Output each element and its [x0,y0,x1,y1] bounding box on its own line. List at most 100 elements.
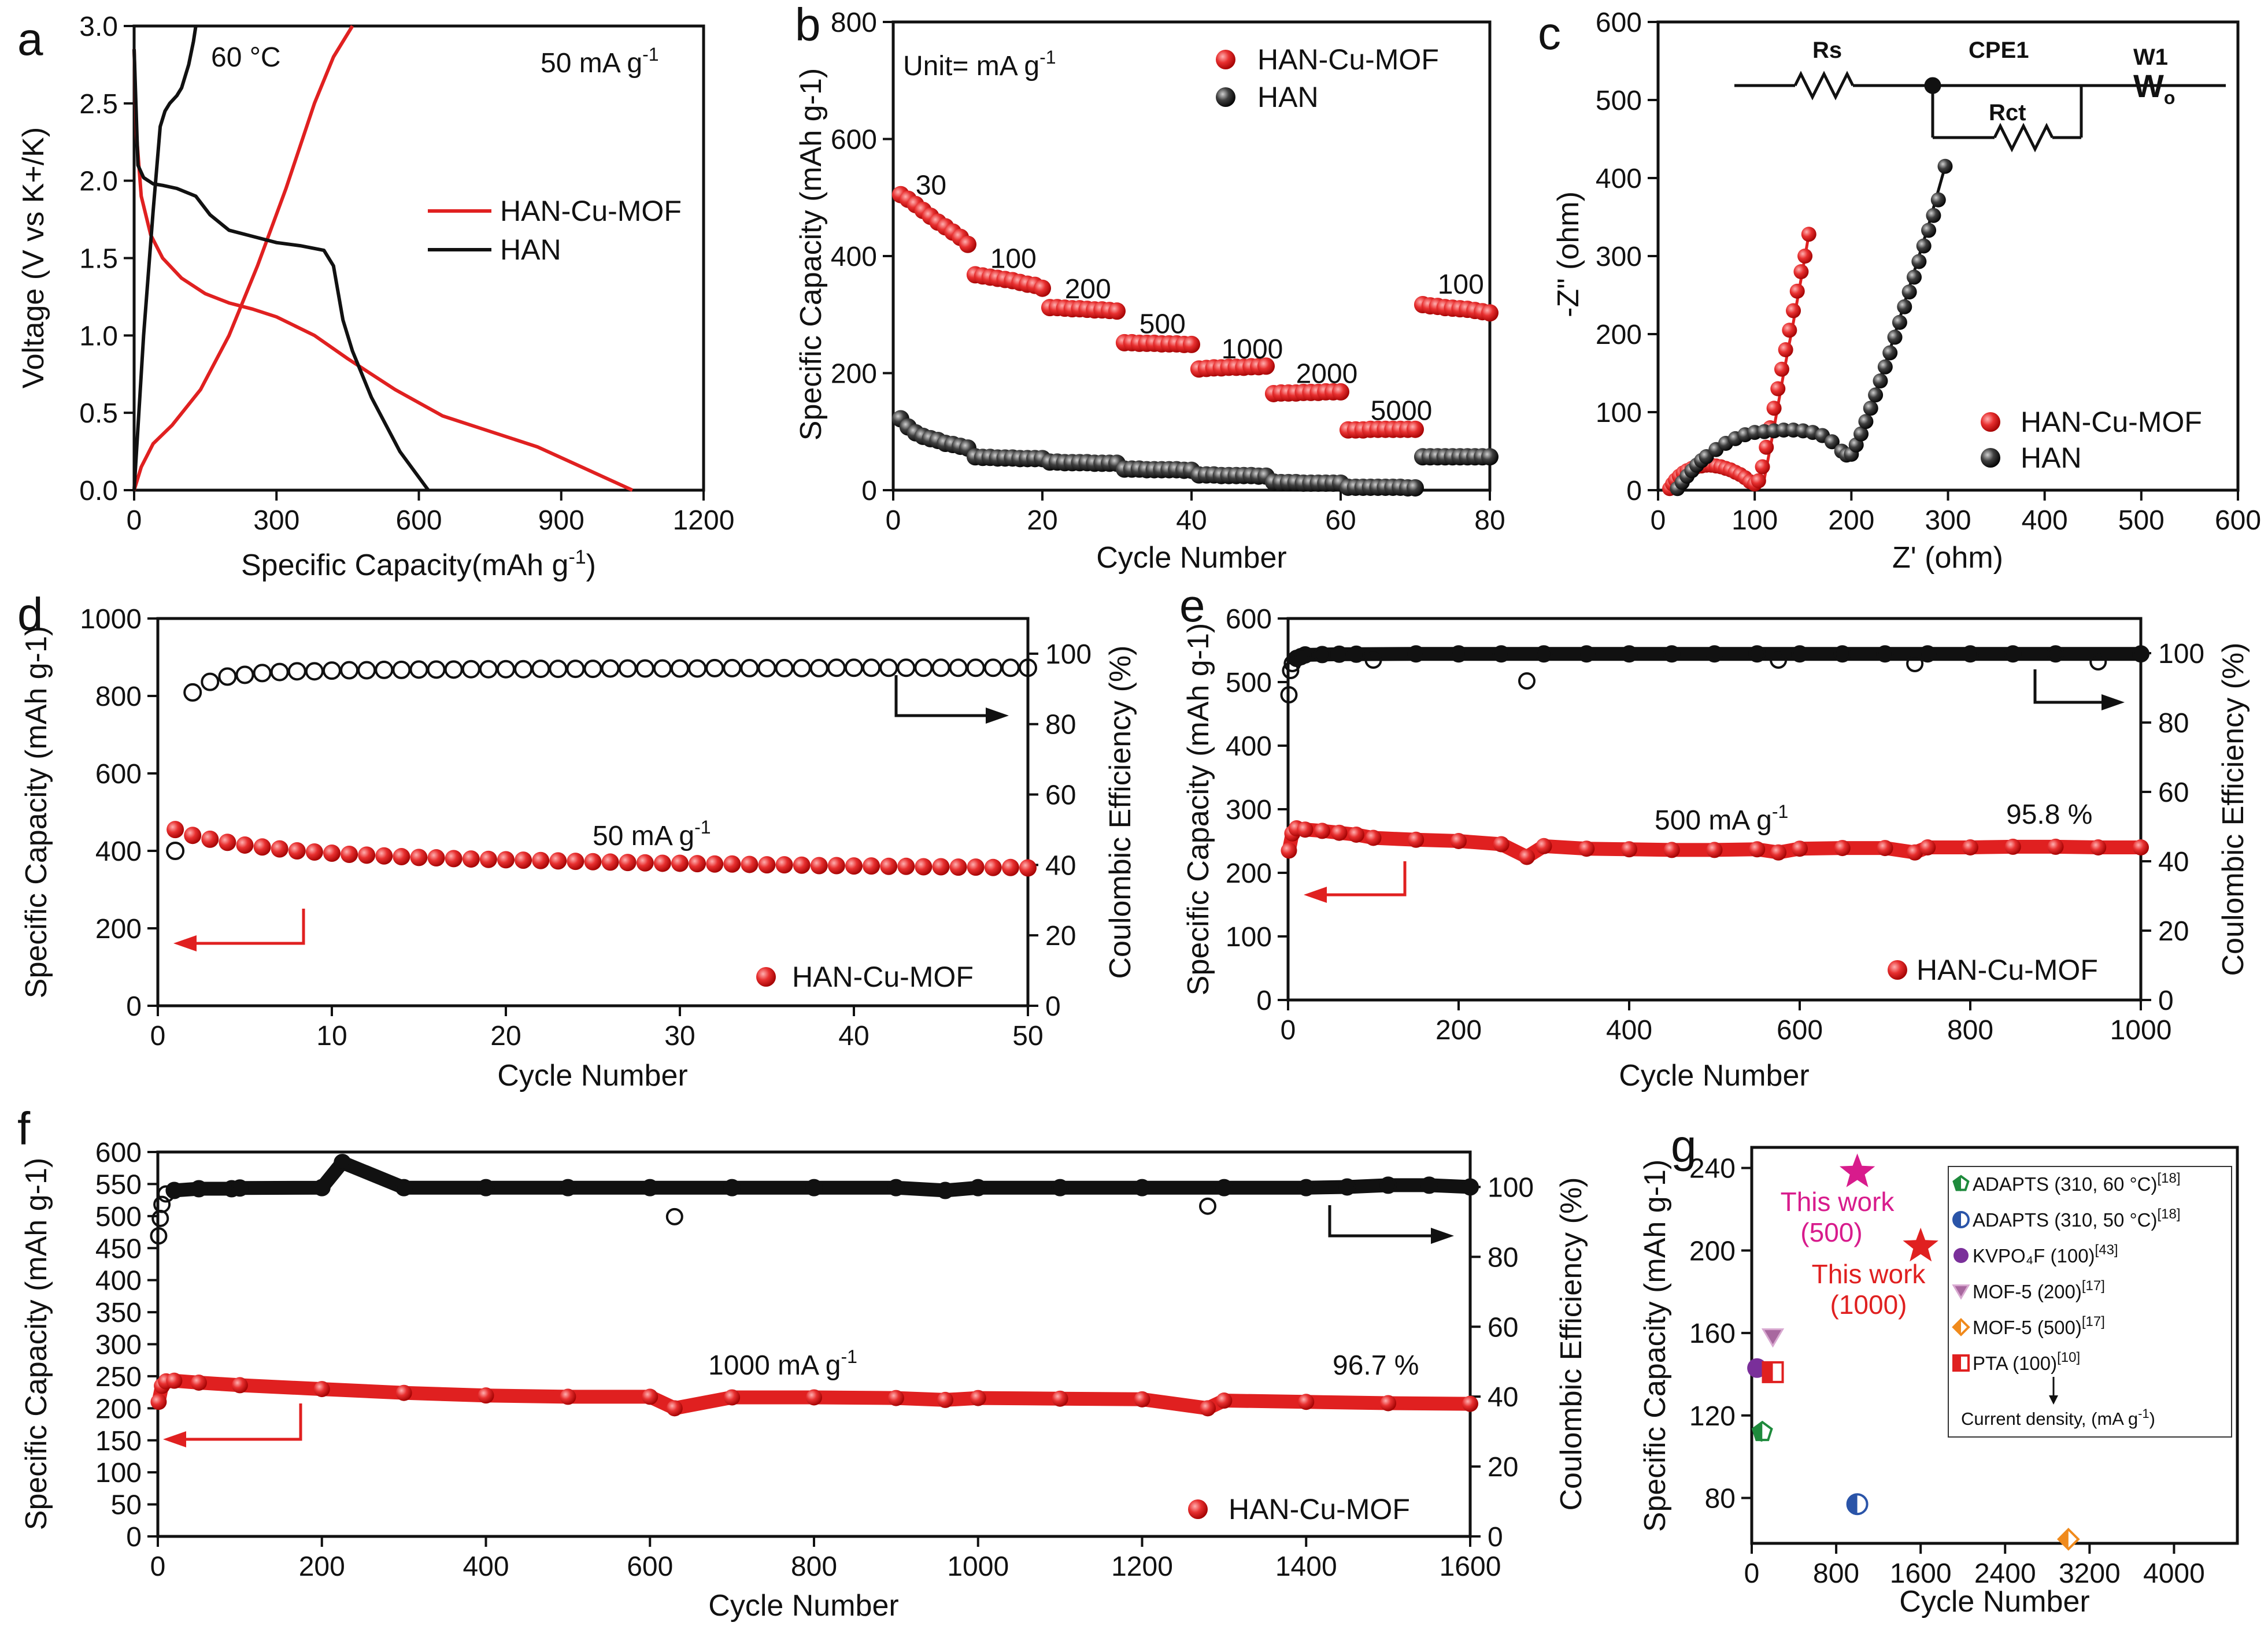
rate-label: 5000 [1371,396,1433,427]
panel-f-ticks: 0 200 400 600 800 1000 1200 1400 160005010015020… [95,1138,1534,1582]
legend-entry-kvpo4f: KVPO₄F (100)[43] [1973,1242,2118,1266]
arrow-to-right-axis [894,675,994,717]
circuit-label-wo: Wo [2133,68,2175,108]
ce-point [1297,1179,1315,1197]
ce-point [949,658,968,677]
capacity-point [1663,842,1680,858]
x-tick-label: 1400 [1275,1551,1337,1582]
x-tick-label: 20 [490,1021,521,1051]
legend-marker-han-cu-mof [1981,412,2000,432]
legend-entry-adapts-60: ADAPTS (310, 60 °C)[18] [1973,1171,2181,1195]
ce-point [153,1195,171,1213]
legend-label-han: HAN [500,234,561,266]
panel-d-letter: d [17,588,43,640]
y2-tick-label: 80 [1488,1242,1518,1273]
rate-label: 2000 [1296,359,1358,390]
capacity-point [1578,840,1595,857]
marker-this-work-1000- [1903,1227,1938,1262]
y-tick-label: 400 [1596,164,1642,194]
legend-box [1948,1166,2232,1438]
ce-point [653,659,672,678]
ce-point [497,660,515,679]
y-tick-label: 1.5 [79,244,118,275]
y-tick-label: 500 [1596,86,1642,116]
capacity-point [184,827,202,845]
ce-point [887,1179,905,1197]
ce-point [914,658,933,677]
ce-point [641,1179,659,1197]
x-tick-label: 1600 [1890,1558,1952,1589]
legend-label-han-cu-mof: HAN-Cu-MOF [792,961,974,993]
y2-tick-label: 100 [2158,639,2204,669]
fit-line [1668,234,1811,491]
panel-g-legend: ADAPTS (310, 60 °C)[18] ADAPTS (310, 50 … [1948,1166,2232,1438]
ce-point [862,658,881,677]
capacity-point [515,851,532,869]
point-han [1887,329,1903,345]
y2-tick-label: 80 [1045,710,1076,740]
series-line-han-2 [132,49,430,491]
legend-marker-kvpo-f-100- [1953,1248,1969,1263]
capacity-point [1408,831,1425,848]
point-han [1906,269,1922,285]
circuit-label-cpe1: CPE1 [1969,38,2029,63]
ce-point [190,1180,208,1198]
ce-point [879,658,898,677]
ce-point [983,658,1002,677]
y-tick-label: 300 [95,1330,142,1361]
legend-marker-pta-100--fill [1953,1355,1961,1371]
y-tick-label: 50 [111,1490,142,1521]
ce-point [323,661,341,680]
x-tick-label: 0 [1651,505,1666,536]
ce-point [1462,1178,1479,1196]
x-tick-label: 1600 [1440,1551,1501,1582]
y-tick-label: 800 [831,8,877,38]
panel-f-current: 1000 mA g-1 [708,1346,857,1381]
x-tick-label: 500 [2118,505,2165,536]
capacity-point [167,821,184,839]
point-han [1824,434,1840,450]
point-han-cu-mof [1774,361,1789,377]
capacity-point [236,836,254,854]
y-tick-label: 0 [126,991,142,1022]
ce-point [150,1227,168,1245]
legend-marker-han [1216,87,1235,107]
x-tick-label: 1200 [1111,1551,1173,1582]
rate-label: 30 [916,171,946,201]
x-tick-label: 3200 [2059,1558,2121,1589]
legend-marker-mof-5-500--fill [1953,1320,1961,1335]
y-tick-label: 240 [1689,1154,1736,1184]
point-han [1868,387,1884,403]
ce-point [1748,645,1766,663]
panel-f-frame [156,1150,1472,1538]
y-tick-label: 600 [1596,8,1642,38]
ce-point [1364,651,1382,669]
point-han-cu-mof [959,235,976,253]
this-work-1000-label: This work [1812,1259,1926,1289]
capacity-point [984,858,1002,876]
point-han-cu-mof [1759,439,1774,455]
legend-marker-adapts-310-60-c--fill [1953,1176,1961,1191]
capacity-point [1770,844,1787,861]
panel-a-current: 50 mA g-1 [541,44,659,79]
y-tick-label: 300 [1596,242,1642,272]
rate-label: 200 [1065,274,1111,305]
marker-pta-100--fill [1763,1362,1773,1382]
ce-point [305,662,324,681]
panel-b-x-axis-label: Cycle Number [1096,541,1286,575]
ce-point [1348,645,1365,663]
capacity-point [887,1390,904,1406]
capacity-point [462,850,480,868]
panel-d-y2-axis-label: Coulombic Efficiency (%) [1104,645,1137,979]
x-tick-label: 4000 [2143,1558,2205,1589]
capacity-point [1919,839,1936,855]
ce-point [549,660,568,679]
x-tick-label: 600 [2215,505,2261,536]
capacity-point [1001,858,1019,876]
ce-point [1296,646,1314,664]
ce-point [635,659,654,678]
y-tick-label: 350 [95,1298,142,1328]
legend-entry-mof5-200: MOF-5 (200)[17] [1973,1278,2105,1302]
capacity-point [880,857,898,875]
x-tick-label: 200 [299,1551,345,1582]
